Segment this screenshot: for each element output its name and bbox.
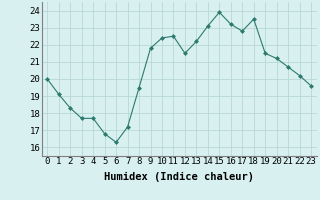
- X-axis label: Humidex (Indice chaleur): Humidex (Indice chaleur): [104, 172, 254, 182]
